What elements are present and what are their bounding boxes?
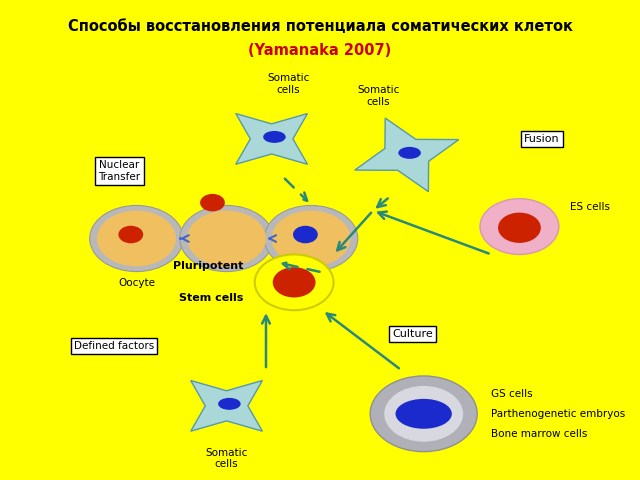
Circle shape	[200, 194, 225, 211]
Circle shape	[180, 205, 273, 272]
Circle shape	[187, 211, 266, 266]
Text: Fusion: Fusion	[524, 134, 560, 144]
Circle shape	[118, 226, 143, 243]
Ellipse shape	[218, 398, 241, 410]
Circle shape	[480, 199, 559, 254]
Circle shape	[90, 205, 183, 272]
Text: Somatic
cells: Somatic cells	[268, 73, 310, 95]
Text: Stem cells: Stem cells	[179, 293, 243, 303]
Circle shape	[384, 386, 463, 442]
Ellipse shape	[398, 147, 421, 159]
Circle shape	[498, 213, 541, 243]
Ellipse shape	[396, 399, 452, 429]
Circle shape	[255, 254, 333, 310]
Text: Pluripotent: Pluripotent	[173, 262, 243, 271]
Text: Nuclear
Transfer: Nuclear Transfer	[99, 160, 141, 181]
Text: Oocyte: Oocyte	[118, 278, 155, 288]
Text: (Yamanaka 2007): (Yamanaka 2007)	[248, 43, 392, 58]
Circle shape	[271, 211, 351, 266]
Text: Defined factors: Defined factors	[74, 341, 154, 351]
Text: Способы восстановления потенциала соматических клеток: Способы восстановления потенциала сомати…	[68, 19, 572, 34]
Polygon shape	[191, 381, 262, 431]
Text: Bone marrow cells: Bone marrow cells	[492, 429, 588, 439]
Text: ES cells: ES cells	[570, 202, 610, 212]
Circle shape	[273, 267, 316, 298]
Polygon shape	[236, 114, 307, 164]
Text: GS cells: GS cells	[492, 389, 533, 399]
Text: Somatic
cells: Somatic cells	[357, 85, 400, 107]
Text: Parthenogenetic embryos: Parthenogenetic embryos	[492, 409, 625, 419]
Circle shape	[97, 211, 176, 266]
Circle shape	[264, 205, 358, 272]
Text: Culture: Culture	[392, 329, 433, 339]
Circle shape	[293, 226, 318, 243]
Circle shape	[370, 376, 477, 452]
Polygon shape	[355, 118, 459, 192]
Text: Somatic
cells: Somatic cells	[205, 448, 248, 469]
Ellipse shape	[263, 131, 285, 143]
